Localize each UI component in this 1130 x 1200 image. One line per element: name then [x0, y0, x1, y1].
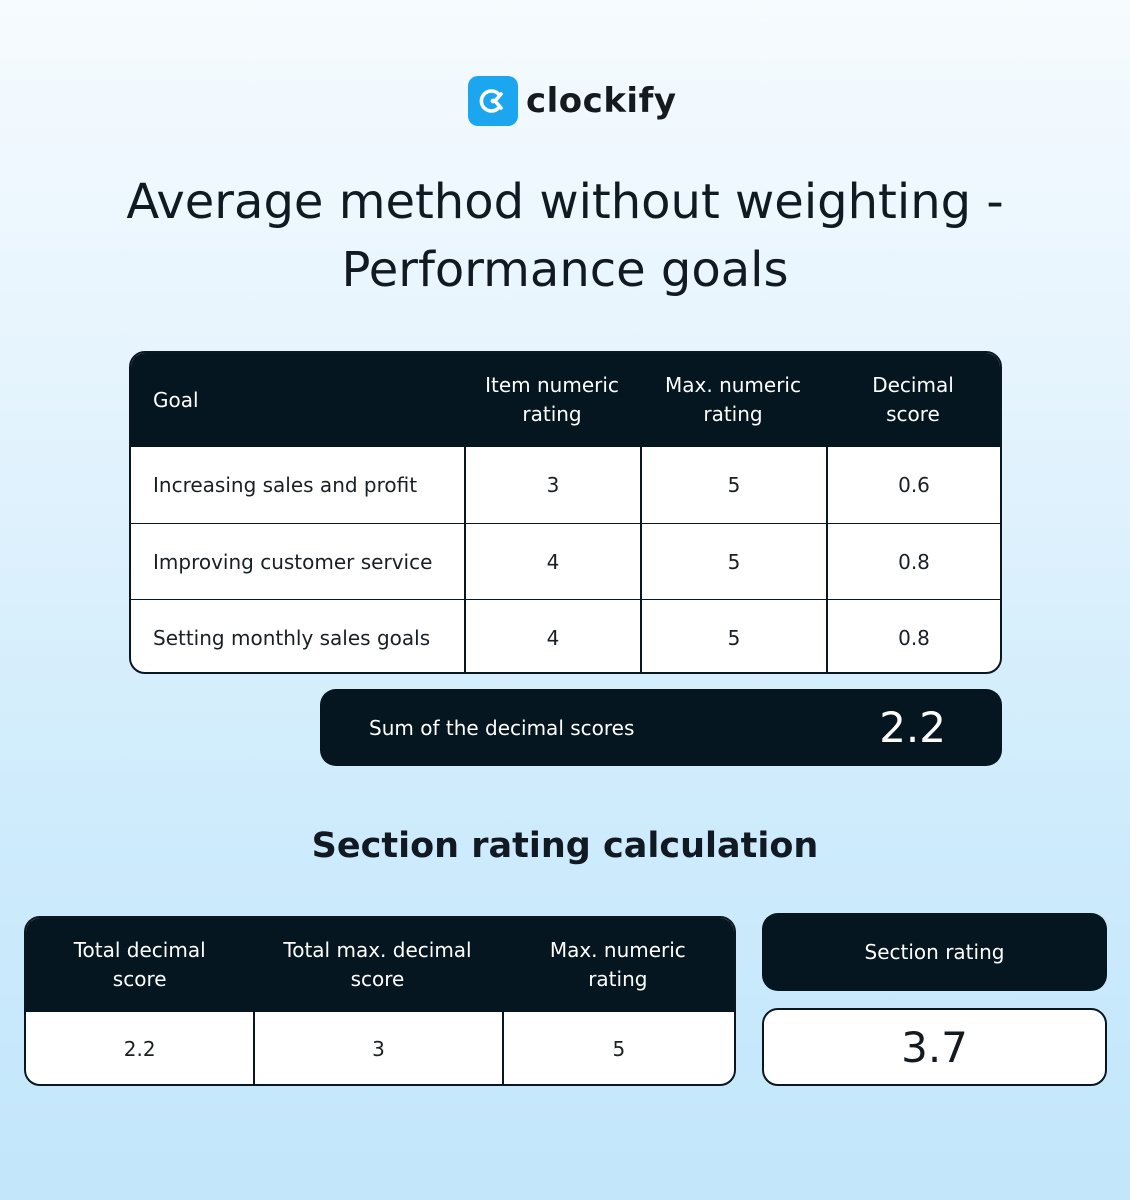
table-row: Setting monthly sales goals 4 5 0.8 [131, 599, 1000, 672]
max-rating-cell: 5 [640, 600, 826, 672]
section-title: Section rating calculation [311, 826, 819, 866]
section-table-header: Total decimal score Total max. decimal sco… [26, 918, 734, 1012]
item-rating-cell: 4 [464, 600, 640, 672]
sum-value: 2.2 [879, 703, 946, 752]
total-decimal-score-cell: 2.2 [123, 1037, 156, 1061]
brand-name: clockify [526, 81, 677, 121]
decimal-score-cell: 0.8 [826, 524, 1000, 599]
header-max-numeric-rating: Max. numeric rating [549, 938, 686, 991]
header-total-decimal-score: Total decimal score [73, 938, 206, 991]
max-rating-cell: 5 [640, 447, 826, 523]
title-line-2: Performance goals [341, 242, 789, 298]
item-rating-cell: 3 [464, 447, 640, 523]
header-decimal-score: Decimal score [872, 373, 954, 426]
goal-cell: Improving customer service [153, 549, 433, 574]
item-rating-cell: 4 [464, 524, 640, 599]
section-calculation-table: Total decimal score Total max. decimal sco… [24, 916, 736, 1086]
goals-table-header: Goal Item numeric rating Max. numeric rati… [131, 353, 1000, 447]
clockify-logo: clockify [468, 76, 677, 126]
goals-table: Goal Item numeric rating Max. numeric rati… [129, 351, 1002, 674]
decimal-score-cell: 0.6 [826, 447, 1000, 523]
goal-cell: Increasing sales and profit [153, 473, 418, 497]
table-row: Improving customer service 4 5 0.8 [131, 523, 1000, 599]
header-goal: Goal [153, 387, 199, 412]
header-total-max-decimal-score: Total max. decimal score [283, 938, 472, 991]
max-numeric-rating-cell: 5 [501, 1012, 734, 1084]
header-item-rating: Item numeric rating [485, 373, 619, 426]
goals-table-body: Increasing sales and profit 3 5 0.6 Impr… [131, 447, 1000, 672]
goal-cell: Setting monthly sales goals [153, 625, 431, 650]
sum-label: Sum of the decimal scores [369, 715, 635, 740]
decimal-score-cell: 0.8 [826, 600, 1000, 672]
max-rating-cell: 5 [640, 524, 826, 599]
table-row: 2.2 3 5 [26, 1012, 734, 1084]
table-row: Increasing sales and profit 3 5 0.6 [131, 447, 1000, 523]
total-max-decimal-score-cell: 3 [253, 1012, 501, 1084]
clockify-c-icon [468, 76, 518, 126]
title-line-1: Average method without weighting - [126, 174, 1004, 230]
section-rating-value: 3.7 [762, 1008, 1107, 1086]
header-max-rating: Max. numeric rating [665, 373, 801, 426]
sum-of-decimal-scores: Sum of the decimal scores 2.2 [320, 689, 1002, 766]
section-rating-label: Section rating [762, 913, 1107, 991]
page-title: Average method without weighting - Perfo… [0, 168, 1130, 304]
